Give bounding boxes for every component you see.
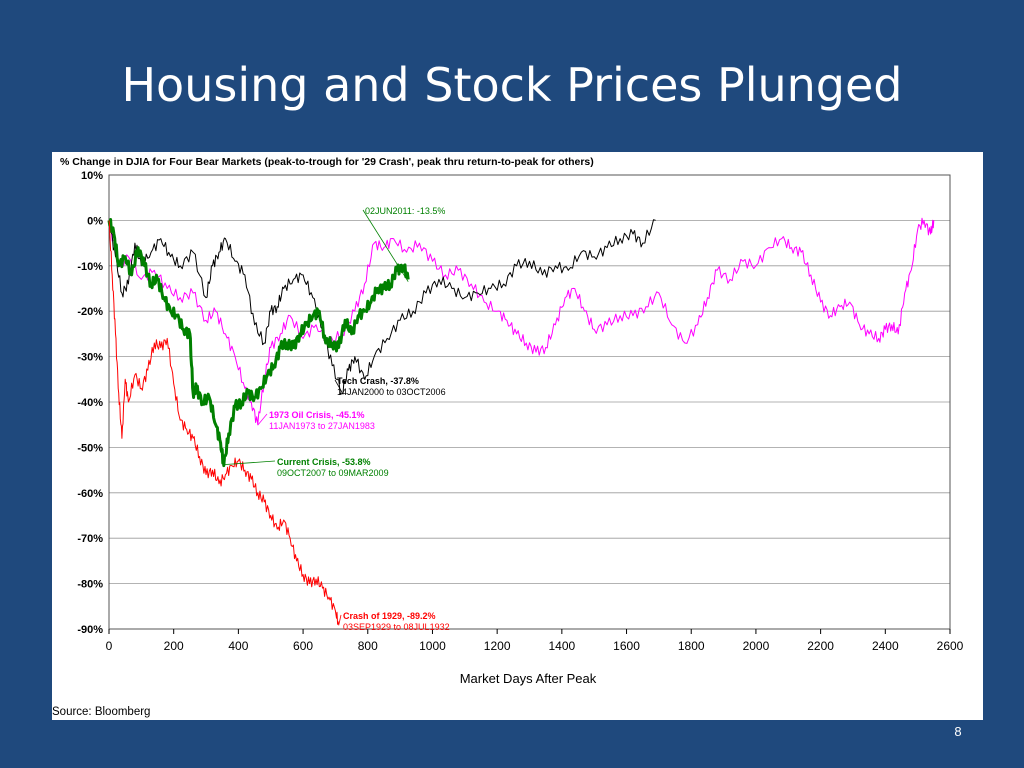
series-line-current-crisis: [107, 218, 410, 468]
annotation-leader: [338, 614, 342, 626]
series-line-crash-of-1929: [108, 220, 340, 625]
annotation-leader: [223, 460, 276, 466]
series-line-tech-crash: [108, 219, 656, 395]
y-tick-label: -10%: [77, 261, 103, 273]
x-tick-label: 1200: [484, 639, 511, 653]
y-tick-label: -70%: [77, 533, 103, 545]
x-tick-label: 1000: [419, 639, 446, 653]
y-tick-label: -90%: [77, 624, 103, 636]
x-tick-label: 600: [293, 639, 313, 653]
page-number: 8: [954, 724, 962, 739]
x-tick-label: 200: [164, 639, 184, 653]
chart-panel: % Change in DJIA for Four Bear Markets (…: [52, 152, 983, 720]
x-tick-label: 1600: [613, 639, 640, 653]
x-tick-label: 2200: [807, 639, 834, 653]
source-note: Source: Bloomberg: [52, 706, 150, 718]
y-tick-label: -40%: [77, 397, 103, 409]
y-tick-label: -80%: [77, 579, 103, 591]
series-line-1973-oil-crisis: [108, 217, 935, 426]
annotation-label: Crash of 1929, -89.2%: [343, 611, 436, 621]
annotation-date-range: 03SEP1929 to 08JUL1932: [343, 622, 450, 632]
annotation-date-range: 11JAN1973 to 27JAN1983: [269, 421, 375, 431]
annotation-date-range: 14JAN2000 to 03OCT2006: [337, 387, 446, 397]
annotation-leader: [334, 379, 343, 393]
plot-frame: [108, 174, 951, 630]
annotation-date-range: 09OCT2007 to 09MAR2009: [277, 468, 389, 478]
x-tick-label: 2000: [743, 639, 770, 653]
x-tick-label: 400: [228, 639, 248, 653]
x-tick-label: 2400: [872, 639, 899, 653]
y-tick-label: -30%: [77, 352, 103, 364]
x-tick-label: 2600: [937, 639, 964, 653]
chart-title: % Change in DJIA for Four Bear Markets (…: [60, 156, 594, 168]
slide-title: Housing and Stock Prices Plunged: [121, 58, 903, 112]
x-tick-label: 800: [358, 639, 378, 653]
annotation-layer: 02JUN2011: -13.5% Tech Crash, -37.8%14JAN…: [223, 206, 450, 632]
annotation-label: Tech Crash, -37.8%: [337, 376, 419, 386]
y-tick-label: 10%: [81, 170, 103, 182]
annotation-label: 02JUN2011: -13.5%: [365, 206, 445, 216]
annotation-label: 1973 Oil Crisis, -45.1%: [269, 410, 365, 420]
axis-layer: 10% 0% -10% -20% -30% -40% -50% -60% -70% -80% -90…: [77, 170, 963, 653]
x-tick-label: 0: [106, 639, 113, 653]
series-layer: [107, 217, 935, 625]
x-axis-label: Market Days After Peak: [460, 671, 597, 686]
chart-svg: % Change in DJIA for Four Bear Markets (…: [52, 156, 964, 718]
x-tick-label: 1800: [678, 639, 705, 653]
y-tick-label: -50%: [77, 442, 103, 454]
annotation-leader: [257, 413, 268, 426]
x-tick-label: 1400: [548, 639, 575, 653]
annotation-label: Current Crisis, -53.8%: [277, 457, 371, 467]
y-tick-label: -20%: [77, 306, 103, 318]
y-tick-label: -60%: [77, 488, 103, 500]
annotation-leader: [362, 209, 409, 282]
y-tick-label: 0%: [87, 215, 103, 227]
